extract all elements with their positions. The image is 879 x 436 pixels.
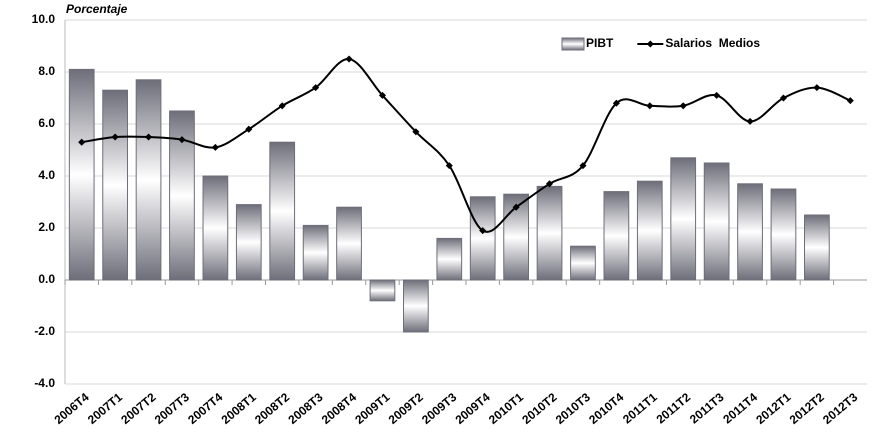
- line: [81, 58, 851, 233]
- line-marker: [779, 94, 787, 102]
- x-tick-label: 2010T3: [553, 390, 593, 427]
- y-tick-label: 8.0: [38, 64, 55, 78]
- x-tick-label: 2009T3: [419, 390, 459, 427]
- x-tick-label: 2010T2: [519, 390, 559, 427]
- bar: [68, 68, 95, 281]
- x-tick-label: 2012T2: [787, 390, 827, 427]
- legend-swatch: [561, 37, 585, 51]
- line-marker: [145, 133, 153, 141]
- line-marker: [78, 138, 86, 146]
- x-tick-label: 2010T4: [586, 390, 626, 427]
- line-marker: [245, 125, 253, 133]
- bar: [804, 214, 830, 281]
- line-marker: [679, 102, 687, 110]
- x-tick-label: 2008T4: [319, 390, 359, 427]
- bar: [737, 183, 763, 281]
- x-tick-label: 2007T4: [185, 390, 225, 427]
- bar: [536, 185, 563, 281]
- y-tick-label: 2.0: [38, 220, 55, 234]
- x-tick-label: 2012T1: [753, 390, 793, 427]
- line-marker: [579, 162, 587, 170]
- bar: [469, 196, 496, 281]
- bar: [269, 141, 296, 281]
- x-tick-label: 2011T1: [620, 390, 660, 427]
- bar: [436, 237, 463, 281]
- x-tick-label: 2007T1: [85, 390, 125, 427]
- x-tick-label: 2008T3: [285, 390, 325, 427]
- x-tick-label: 2007T3: [152, 390, 192, 427]
- x-tick-label: 2011T3: [687, 390, 727, 427]
- line-marker: [846, 97, 854, 105]
- bar: [703, 162, 730, 281]
- x-tick-label: 2010T1: [486, 390, 526, 427]
- x-tick-label: 2009T1: [352, 390, 392, 427]
- line-marker: [479, 227, 487, 235]
- bar: [770, 188, 797, 281]
- x-tick-label: 2008T2: [252, 390, 292, 427]
- x-tick-label: 2007T2: [118, 390, 158, 427]
- line-marker: [111, 133, 119, 141]
- line-marker: [278, 102, 286, 110]
- line-marker: [345, 55, 353, 63]
- x-tick-label: 2009T2: [386, 390, 426, 427]
- bar: [670, 157, 697, 281]
- line-marker: [211, 143, 219, 151]
- x-tick-label: 2006T4: [51, 390, 91, 427]
- x-tick-label: 2009T4: [452, 390, 492, 427]
- x-tick-label: 2011T2: [653, 390, 693, 427]
- legend-label: Salarios Medios: [665, 36, 760, 50]
- y-tick-label: 4.0: [38, 168, 55, 182]
- bar: [336, 206, 362, 281]
- bar: [202, 175, 229, 281]
- bar: [403, 279, 429, 333]
- y-tick-label: -2.0: [34, 324, 55, 338]
- y-tick-label: -4.0: [34, 376, 55, 390]
- bar: [302, 224, 329, 281]
- x-tick-label: 2012T3: [820, 390, 860, 427]
- bar: [603, 191, 630, 281]
- line-marker: [646, 102, 654, 110]
- legend-label: PIBT: [586, 36, 614, 50]
- legend-marker: [646, 40, 654, 48]
- line-marker: [546, 180, 554, 188]
- x-tick-label: 2008T1: [219, 390, 259, 427]
- y-tick-label: 6.0: [38, 116, 55, 130]
- y-tick-label: 10.0: [32, 12, 56, 26]
- bar: [235, 204, 262, 281]
- line-marker: [612, 99, 620, 107]
- line-marker: [746, 117, 754, 125]
- line-marker: [412, 128, 420, 136]
- bar: [636, 180, 663, 281]
- y-tick-label: 0.0: [38, 272, 55, 286]
- bar: [369, 279, 396, 302]
- line-marker: [378, 91, 386, 99]
- bar: [570, 245, 596, 281]
- x-tick-label: 2011T4: [720, 390, 760, 427]
- bar: [102, 89, 128, 281]
- line-marker: [813, 84, 821, 92]
- line-marker: [713, 91, 721, 99]
- line-marker: [512, 203, 520, 211]
- line-marker: [312, 84, 320, 92]
- line-marker: [445, 162, 453, 170]
- chart-title: Porcentaje: [66, 2, 128, 16]
- bar: [135, 79, 162, 281]
- line-marker: [178, 136, 186, 144]
